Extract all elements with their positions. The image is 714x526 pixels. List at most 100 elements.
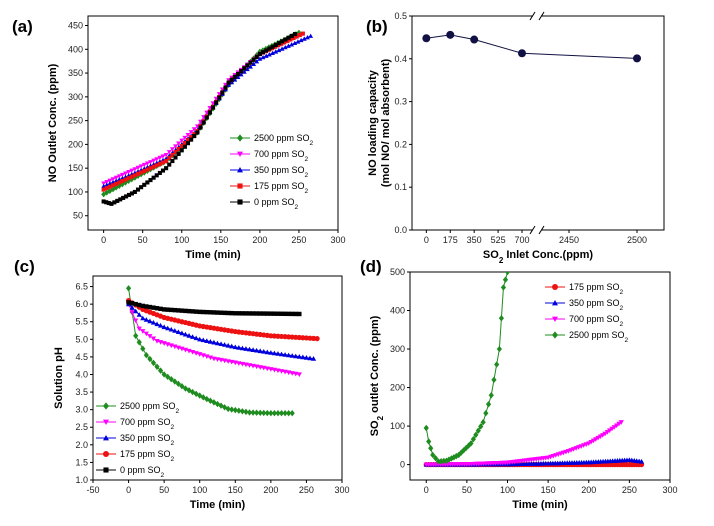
data-point [222,342,228,347]
data-point [294,34,299,39]
data-point [182,144,187,149]
x-tick-label: 200 [263,485,278,495]
data-point [478,423,484,430]
legend-marker [103,467,109,473]
data-point [297,33,302,38]
legend-label: 350 ppm SO2 [569,298,624,312]
y-tick-label: 0.4 [394,54,407,64]
data-point [151,175,156,180]
x-tick-label: 150 [228,485,243,495]
data-point [246,409,253,416]
y-tick-label: 150 [68,163,83,173]
data-point [189,135,194,140]
data-point [172,378,178,385]
y-tick-label: 0.1 [394,182,407,192]
data-point [110,183,116,188]
data-point [251,61,257,66]
data-point [264,349,270,355]
data-point [172,328,178,333]
legend-label: 350 ppm SO2 [120,433,175,447]
data-point [310,356,317,361]
data-point [638,458,645,464]
data-point [297,311,302,317]
data-point [139,185,144,190]
data-point [265,311,270,316]
data-point [220,90,225,95]
legend-label: 175 ppm SO2 [254,181,309,195]
data-point [147,318,153,324]
y-tick-label: 0.5 [394,11,407,21]
data-point [261,50,266,55]
data-point [129,168,135,173]
x-tick-label: 0 [126,485,131,495]
data-point [157,322,164,328]
y-tick-label: 400 [390,306,405,316]
plot-frame-b [411,15,665,231]
data-point [480,419,486,426]
data-point [176,151,181,156]
data-point [136,326,142,332]
y-tick-label: 50 [73,211,83,221]
data-point [141,162,147,168]
data-point [154,163,159,168]
x-tick-label: 300 [330,235,345,245]
chart-panel-a: 0 50 100 150 200 250 300 50 100 150 200 250 300 350 40… [12,15,346,261]
data-point [502,276,509,283]
data-point [179,138,185,143]
data-point [257,48,263,55]
y-tick-label: 5.5 [75,317,88,327]
data-point [164,166,169,171]
legend-marker [103,451,109,457]
data-point [232,344,238,350]
data-point [142,182,147,187]
data-point [233,311,238,316]
x-tick-label: 50 [159,485,169,495]
data-point [267,46,272,51]
legend-label: 350 ppm SO2 [254,165,309,179]
data-point [303,355,310,360]
data-point [277,41,282,46]
data-point [165,373,171,381]
y-tick-label: 4.0 [75,369,88,379]
data-point [173,150,178,155]
data-point [200,337,206,343]
data-point [282,44,288,50]
data-point [109,201,114,206]
data-point [201,120,206,125]
data-point [201,309,206,315]
data-point [161,371,167,378]
data-point [257,409,263,417]
data-point [270,50,275,56]
data-point [239,408,245,415]
legend-label: 0 ppm SO2 [254,197,299,211]
data-point [173,144,178,149]
data-point [483,410,489,417]
axis-break-gap [533,14,541,18]
data-point [289,409,295,417]
legend-marker [103,435,109,441]
data-point [307,355,313,361]
data-point [491,376,497,384]
data-point [190,334,196,339]
data-point [432,455,439,462]
data-point [468,440,474,447]
data-point [123,177,128,182]
data-point [151,305,156,310]
data-point [270,44,275,49]
x-tick-label: 2450 [559,235,579,245]
series-2500-ppm [423,272,511,465]
data-point [129,310,135,315]
data-point [239,69,244,74]
x-tick-label: 100 [174,235,189,245]
data-point [261,348,267,354]
data-point [160,160,166,165]
series-line [426,34,638,59]
data-point [168,326,174,332]
data-point [126,176,131,181]
data-point [271,409,278,417]
data-point [268,350,274,355]
data-point [243,311,249,316]
data-point [268,409,274,417]
data-point [229,77,234,82]
series-175-ppm [125,298,320,342]
